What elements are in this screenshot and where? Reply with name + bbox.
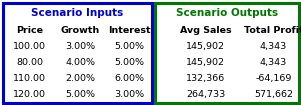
Text: 6.00%: 6.00% bbox=[115, 74, 145, 83]
Text: 3.00%: 3.00% bbox=[115, 90, 145, 99]
Text: 264,733: 264,733 bbox=[186, 90, 225, 99]
Text: Avg Sales: Avg Sales bbox=[180, 26, 231, 35]
Text: 80.00: 80.00 bbox=[16, 58, 43, 67]
Text: 4,343: 4,343 bbox=[260, 58, 287, 67]
Text: 5.00%: 5.00% bbox=[66, 90, 95, 99]
Text: Total Profit: Total Profit bbox=[244, 26, 301, 35]
Bar bbox=[155, 3, 299, 103]
Text: Interest: Interest bbox=[108, 26, 151, 35]
Text: 132,366: 132,366 bbox=[186, 74, 225, 83]
Text: 5.00%: 5.00% bbox=[115, 42, 145, 51]
Text: 145,902: 145,902 bbox=[186, 42, 225, 51]
Text: 100.00: 100.00 bbox=[13, 42, 46, 51]
Text: 110.00: 110.00 bbox=[13, 74, 46, 83]
Text: Growth: Growth bbox=[61, 26, 100, 35]
Text: 4,343: 4,343 bbox=[260, 42, 287, 51]
Text: -64,169: -64,169 bbox=[255, 74, 292, 83]
Text: 145,902: 145,902 bbox=[186, 58, 225, 67]
Text: 571,662: 571,662 bbox=[254, 90, 293, 99]
Text: 4.00%: 4.00% bbox=[66, 58, 95, 67]
Bar bbox=[3, 3, 152, 103]
Text: Scenario Inputs: Scenario Inputs bbox=[31, 8, 124, 18]
Text: 120.00: 120.00 bbox=[13, 90, 46, 99]
Text: Price: Price bbox=[16, 26, 43, 35]
Text: 2.00%: 2.00% bbox=[66, 74, 95, 83]
Text: Scenario Outputs: Scenario Outputs bbox=[176, 8, 278, 18]
Text: 5.00%: 5.00% bbox=[115, 58, 145, 67]
Text: 3.00%: 3.00% bbox=[65, 42, 95, 51]
